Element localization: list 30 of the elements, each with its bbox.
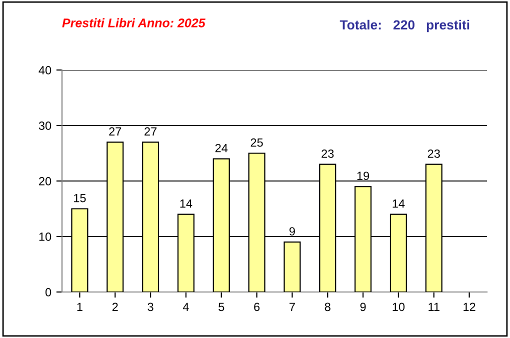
- x-tick-label: 9: [360, 302, 366, 312]
- x-tick-label: 10: [392, 302, 405, 312]
- data-label: 25: [250, 138, 263, 147]
- data-label: 27: [109, 127, 122, 136]
- x-tick-label: 3: [148, 302, 154, 312]
- data-label: 14: [180, 200, 192, 208]
- y-tick-label: 10: [39, 232, 52, 241]
- data-label: 14: [392, 200, 405, 208]
- x-tick-label: 6: [254, 302, 260, 312]
- chart-title: Prestiti Libri Anno: 2025: [62, 18, 206, 28]
- y-tick-label: 0: [45, 288, 52, 296]
- data-label: 15: [74, 194, 86, 202]
- data-label: 23: [322, 149, 334, 158]
- data-label: 27: [144, 127, 157, 136]
- data-label: 9: [289, 227, 295, 236]
- x-tick-label: 2: [112, 302, 118, 311]
- x-tick-label: 4: [182, 302, 189, 311]
- x-tick-label: 12: [464, 302, 476, 311]
- chart-subtitle: Totale: 220 prestiti: [340, 20, 470, 32]
- y-tick-label: 40: [38, 66, 52, 74]
- data-label: 24: [215, 144, 228, 152]
- data-label: 23: [428, 149, 440, 158]
- x-tick-label: 7: [290, 302, 295, 311]
- y-tick-label: 30: [38, 122, 52, 130]
- x-tick-label: 5: [218, 302, 224, 312]
- data-label: 19: [357, 172, 370, 180]
- x-tick-label: 11: [428, 302, 440, 311]
- x-tick-label: 8: [324, 302, 330, 312]
- x-tick-label: 1: [77, 302, 82, 311]
- y-tick-label: 20: [39, 177, 52, 186]
